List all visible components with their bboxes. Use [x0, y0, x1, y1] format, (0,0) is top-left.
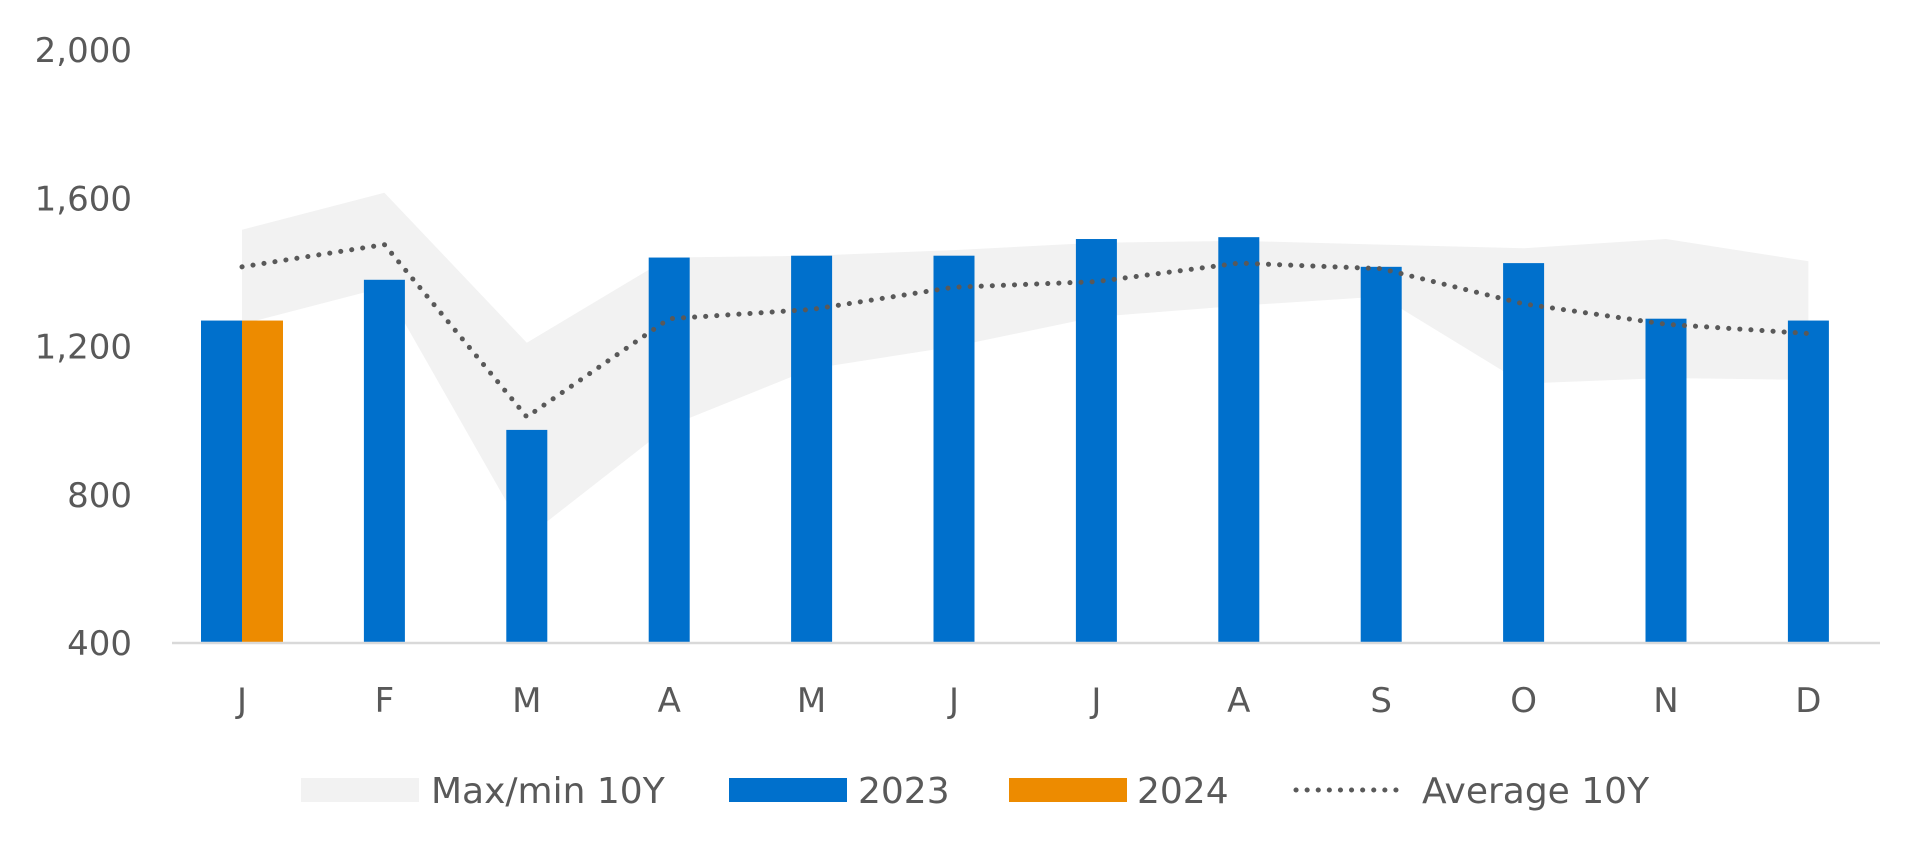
- x-tick-label: J: [1089, 681, 1101, 721]
- average-line-series: [239, 241, 1811, 421]
- x-tick-label: A: [658, 681, 681, 721]
- axes: 400 800 1,200 1,600 2,000 J F M A M J J A S O N D: [35, 31, 1880, 721]
- average-10y-line: [239, 241, 1811, 421]
- bar-2023-m-4: [791, 255, 833, 643]
- bar-2024-j-0: [242, 320, 283, 643]
- x-tick-label: J: [947, 681, 959, 721]
- legend-label-max-min: Max/min 10Y: [431, 771, 666, 812]
- y-tick-label: 2,000: [35, 31, 132, 71]
- x-tick-label: A: [1227, 681, 1250, 721]
- legend-label-2024: 2024: [1137, 771, 1229, 812]
- x-tick-label: O: [1510, 681, 1537, 721]
- bar-2023-s-8: [1360, 266, 1402, 643]
- x-tick-label: M: [512, 681, 541, 721]
- x-tick-label: F: [375, 681, 395, 721]
- x-tick-label: J: [235, 681, 247, 721]
- legend-swatch-2024: [1009, 778, 1127, 802]
- x-tick-label: N: [1653, 681, 1678, 721]
- y-tick-label: 400: [67, 624, 132, 664]
- bar-2023-a-7: [1218, 237, 1260, 643]
- bar-series: [201, 237, 1829, 644]
- max-min-area: [242, 192, 1809, 538]
- bar-2023-a-3: [648, 257, 690, 643]
- max-min-band: [242, 192, 1809, 538]
- bar-2023-j-5: [933, 255, 975, 643]
- y-tick-label: 1,600: [35, 179, 132, 219]
- bar-2023-o-9: [1503, 263, 1545, 643]
- legend: Max/min 10Y 2023 2024 Average 10Y: [301, 771, 1650, 812]
- legend-swatch-max-min: [301, 778, 419, 802]
- legend-label-average: Average 10Y: [1422, 771, 1650, 812]
- bar-2023-n-10: [1645, 318, 1687, 643]
- bar-2023-m-2: [506, 429, 548, 643]
- bar-2023-j-6: [1075, 239, 1117, 644]
- x-tick-label: D: [1795, 681, 1821, 721]
- legend-label-2023: 2023: [858, 771, 950, 812]
- bar-2023-j-0: [201, 320, 242, 643]
- y-tick-label: 800: [67, 476, 132, 516]
- legend-swatch-2023: [729, 778, 847, 802]
- x-tick-label: S: [1370, 681, 1392, 721]
- bar-2023-d-11: [1787, 320, 1829, 643]
- y-tick-label: 1,200: [35, 328, 132, 368]
- bar-2023-f-1: [363, 279, 405, 643]
- x-tick-label: M: [797, 681, 826, 721]
